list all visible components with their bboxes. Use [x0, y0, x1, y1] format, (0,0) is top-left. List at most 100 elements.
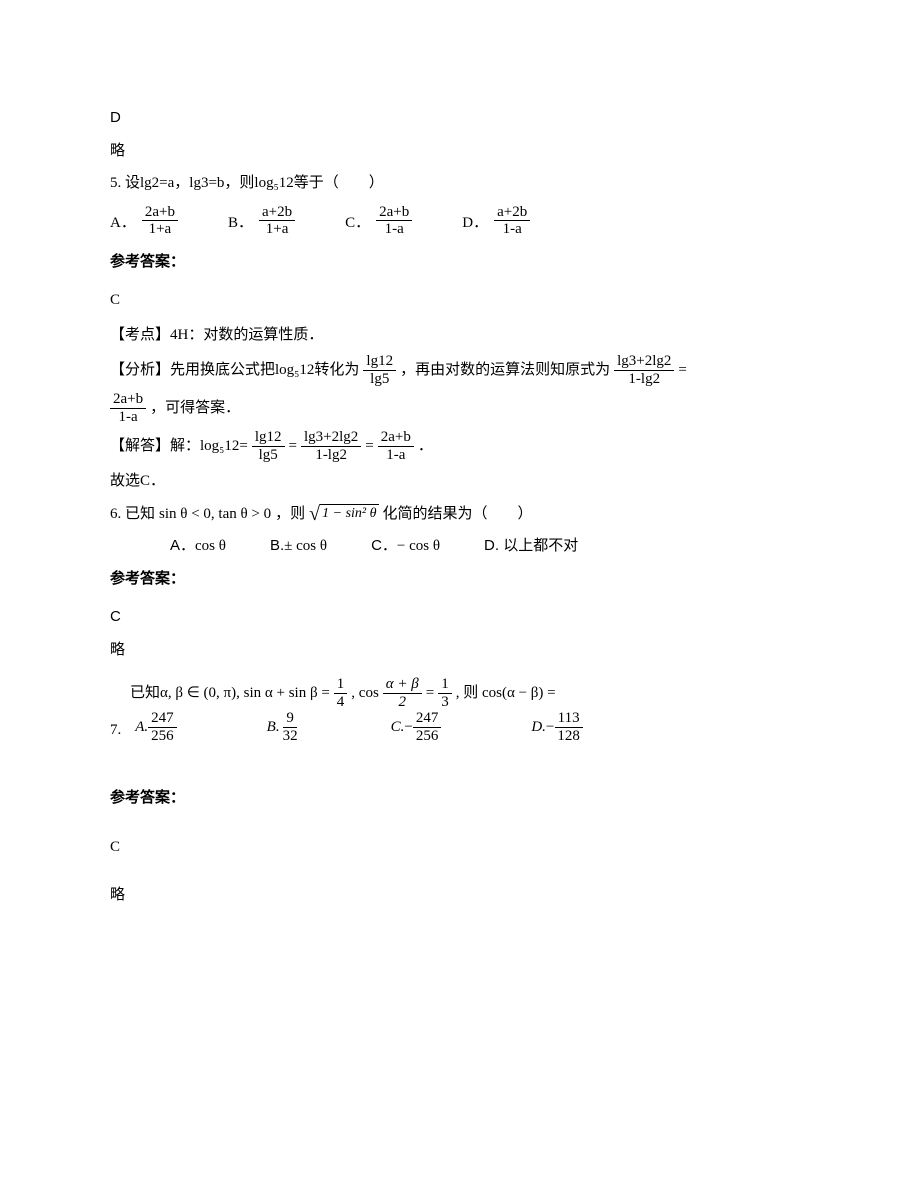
q5-kaodian: 【考点】4H：对数的运算性质． — [110, 321, 810, 350]
fraction-num: 9 — [283, 710, 297, 728]
fraction-num: 2a+b — [378, 429, 414, 447]
fraction-den: 2 — [396, 694, 410, 711]
equals-sign: = — [678, 356, 686, 385]
fraction: lg3+2lg2 1-lg2 — [614, 353, 674, 387]
option-letter: C． — [345, 209, 370, 238]
q5-option-d: D． a+2b 1-a — [462, 204, 530, 238]
option-text: cos θ — [195, 532, 226, 561]
jiedai-prefix: 【解答】解：log₅12= — [110, 432, 248, 461]
q7-option-b: B. 9 32 — [267, 710, 301, 744]
equals-sign: = — [365, 432, 373, 461]
fraction-den: lg5 — [367, 371, 392, 388]
fraction-num: 2a+b — [110, 391, 146, 409]
fraction-num: 113 — [555, 710, 583, 728]
q6-post: 化简的结果为（ ） — [383, 500, 533, 529]
fraction-den: 1+a — [146, 221, 175, 238]
fraction-den: 3 — [438, 694, 452, 711]
fraction-den: 256 — [413, 728, 442, 745]
fraction: 2a+b 1-a — [110, 391, 146, 425]
option-letter: A． — [110, 209, 136, 238]
fenxi-mid: ，再由对数的运算法则知原式为 — [400, 356, 610, 385]
negative-sign: − — [546, 713, 554, 742]
fraction: 247 256 — [148, 710, 177, 744]
fraction: 2a+b 1-a — [376, 204, 412, 238]
option-letter: D． — [462, 209, 488, 238]
jiedai-suffix: ． — [418, 432, 433, 461]
fraction: 2a+b 1-a — [378, 429, 414, 463]
q7-answer: C — [110, 833, 810, 862]
q7-option-d: D. − 113 128 — [531, 710, 583, 744]
q5-answer: C — [110, 286, 810, 315]
q7-omit: 略 — [110, 881, 810, 910]
fraction-den: 128 — [554, 728, 583, 745]
option-text: ± cos θ — [284, 532, 327, 561]
fraction: 247 256 — [413, 710, 442, 744]
fraction: lg3+2lg2 1-lg2 — [301, 429, 361, 463]
fraction: lg12 lg5 — [363, 353, 396, 387]
fraction-num: 1 — [438, 676, 452, 694]
option-letter: B. — [270, 532, 284, 561]
option-letter: C. — [391, 713, 405, 742]
fraction-num: a+2b — [259, 204, 295, 222]
fenxi-last: ，可得答案． — [150, 394, 240, 423]
q7-num: 7. — [110, 716, 121, 745]
fraction: a+2b 1+a — [259, 204, 295, 238]
q7-row2: 7. A. 247 256 B. 9 32 C. — [110, 710, 810, 744]
fraction: 9 32 — [280, 710, 301, 744]
fraction-den: 1-a — [115, 409, 140, 426]
answer-label: 参考答案： — [110, 248, 810, 277]
q6-answer: C — [110, 603, 810, 632]
fraction-den: 1-a — [382, 221, 407, 238]
fraction: 1 3 — [438, 676, 452, 710]
option-letter: B． — [228, 209, 253, 238]
q7-line1d: , 则 cos(α − β) = — [456, 679, 556, 708]
fraction-num: 1 — [334, 676, 348, 694]
q7-block: 已知α, β ∈ (0, π), sin α + sin β = 1 4 , c… — [110, 676, 810, 744]
radical: √ 1 − sin² θ — [309, 504, 378, 524]
fenxi-prefix: 【分析】先用换底公式把log₅12转化为 — [110, 356, 359, 385]
fraction-den: 4 — [334, 694, 348, 711]
q5-option-c: C． 2a+b 1-a — [345, 204, 412, 238]
fraction-num: lg3+2lg2 — [301, 429, 361, 447]
fraction-num: 247 — [148, 710, 177, 728]
answer-label: 参考答案： — [110, 565, 810, 594]
q5-stem: 5. 设lg2=a，lg3=b，则log₅12等于（ ） — [110, 169, 810, 198]
fraction: lg12 lg5 — [252, 429, 285, 463]
radical-sign-icon: √ — [309, 504, 320, 524]
fraction-den: 32 — [280, 728, 301, 745]
option-letter: D. — [531, 713, 546, 742]
fraction: 113 128 — [554, 710, 583, 744]
q4-omit: 略 — [110, 137, 810, 166]
option-letter: C． — [371, 532, 397, 561]
fraction-num: lg12 — [363, 353, 396, 371]
fraction-num: 2a+b — [376, 204, 412, 222]
q6-option-c: C． − cos θ — [371, 532, 440, 561]
q5-option-a: A． 2a+b 1+a — [110, 204, 178, 238]
q4-answer: D — [110, 104, 810, 133]
fraction-den: 1-lg2 — [312, 447, 350, 464]
option-letter: A. — [135, 713, 148, 742]
q6-mid: ，则 — [275, 500, 305, 529]
q7-options: A. 247 256 B. 9 32 C. − — [135, 710, 583, 744]
page: D 略 5. 设lg2=a，lg3=b，则log₅12等于（ ） A． 2a+b… — [0, 0, 920, 1191]
radicand: 1 − sin² θ — [320, 504, 378, 524]
q6-option-b: B. ± cos θ — [270, 532, 327, 561]
q7-line1b: , cos — [351, 679, 379, 708]
q6-option-a: A． cos θ — [170, 532, 226, 561]
q7-option-a: A. 247 256 — [135, 710, 176, 744]
q6-pre: 6. 已知 — [110, 500, 155, 529]
q7-line1c: = — [426, 679, 434, 708]
fraction-den: 256 — [148, 728, 177, 745]
fraction: 1 4 — [334, 676, 348, 710]
q5-fenxi-line2: 2a+b 1-a ，可得答案． — [110, 391, 810, 425]
option-text: − cos θ — [397, 532, 440, 561]
q5-option-b: B． a+2b 1+a — [228, 204, 295, 238]
equals-sign: = — [289, 432, 297, 461]
q6-omit: 略 — [110, 636, 810, 665]
q5-guxuan: 故选C． — [110, 467, 810, 496]
fraction-den: 1-lg2 — [625, 371, 663, 388]
q6-cond: sin θ < 0, tan θ > 0 — [159, 500, 271, 529]
fraction-num: 247 — [413, 710, 442, 728]
fraction-num: α + β — [383, 676, 422, 694]
fraction: a+2b 1-a — [494, 204, 530, 238]
